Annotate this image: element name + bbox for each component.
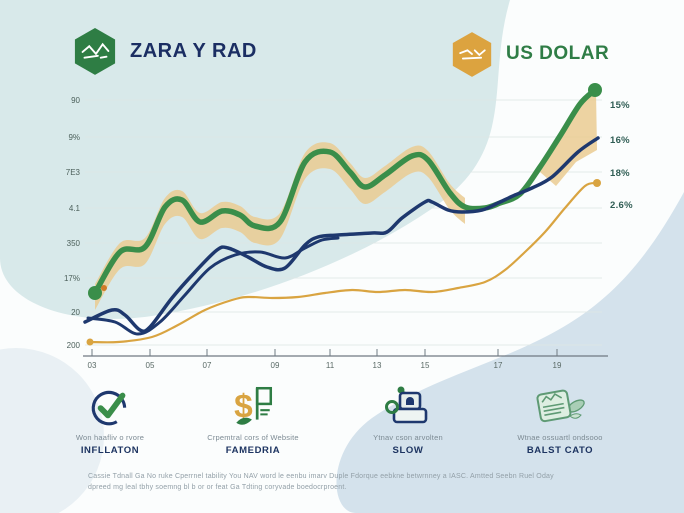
x-axis-label: 03 — [88, 361, 97, 370]
background-blob-bottom-right — [336, 192, 684, 513]
footer-caption: Won haafliv o rvore — [75, 433, 145, 442]
footer-label: SLOW — [392, 445, 424, 456]
x-axis-label: 07 — [203, 361, 212, 370]
x-axis-label: 05 — [146, 361, 155, 370]
series-zar-rand-green-end-dot — [588, 83, 602, 97]
orange-marker-dot — [101, 285, 107, 291]
x-axis-label: 19 — [553, 361, 562, 370]
footer-item-slow: Ytnav cson arvolten SLOW — [328, 383, 488, 456]
series-end-label: 2.6% — [610, 200, 633, 211]
dollar-hexagon-icon — [452, 32, 492, 77]
y-axis-label: 9% — [68, 133, 80, 142]
y-axis-label: 90 — [71, 96, 80, 105]
y-axis-label: 200 — [67, 341, 81, 350]
series-usd-gold-start-dot — [86, 338, 94, 346]
footer-label: BALST CATO — [526, 445, 594, 456]
brand-left-title: ZARA Y RAD — [130, 39, 257, 62]
y-axis-label: 17% — [64, 274, 80, 283]
fine-print-line-1: Cassie Tdnall Ga No ruke Cperrnel tabili… — [88, 473, 554, 480]
series-navy-main — [83, 136, 600, 334]
y-axis-label: 4.1 — [69, 204, 81, 213]
footer-label: INFLLATON — [80, 445, 140, 456]
series-usd-gold-end-dot — [593, 179, 601, 187]
dollar-document-icon: $ — [234, 386, 273, 426]
confidence-band-top-right — [540, 91, 597, 186]
cash-register-icon — [385, 386, 428, 424]
footer-item-inflation: Won haafliv o rvore INFLLATON — [30, 383, 190, 456]
x-axis-label: 17 — [494, 361, 503, 370]
x-axis-label: 15 — [421, 361, 430, 370]
series-zar-rand-green-start-dot — [88, 286, 102, 300]
y-axis-label: 7E3 — [66, 168, 81, 177]
series-usd-gold — [88, 181, 599, 344]
series-end-label: 18% — [610, 168, 630, 179]
rand-hexagon-icon — [74, 28, 116, 75]
series-navy-secondary — [86, 236, 340, 336]
x-axis-label: 11 — [326, 361, 335, 370]
y-axis-label: 350 — [67, 239, 81, 248]
banknote-leaf-icon — [536, 389, 585, 423]
background-blob-top-left — [0, 0, 510, 319]
brand-left: ZARA Y RAD — [73, 27, 257, 75]
brand-right: US DOLAR — [451, 31, 609, 77]
footer-caption: Ytnav cson arvolten — [373, 433, 443, 442]
svg-text:$: $ — [234, 389, 253, 426]
y-axis-label: 20 — [71, 308, 80, 317]
fine-print-line-2: dpreed mg leal tbhy soemng bl b or or fe… — [88, 484, 347, 491]
series-end-label: 16% — [610, 135, 630, 146]
footer-caption: Wtnae ossuartl ondsooo — [517, 433, 603, 442]
footer-item-balst-cato: Wtnae ossuartl ondsooo BALST CATO — [480, 383, 640, 456]
footer-item-famedria: $ Crpemtral cors of Website FAMEDRIA — [173, 383, 333, 456]
x-axis-label: 13 — [373, 361, 382, 370]
check-circle-icon — [91, 390, 127, 426]
series-end-label: 15% — [610, 100, 630, 111]
x-axis-label: 09 — [271, 361, 280, 370]
footer-caption: Crpemtral cors of Website — [207, 433, 299, 442]
background-circle-bottom-left — [0, 348, 104, 513]
brand-right-title: US DOLAR — [506, 43, 610, 64]
fine-print: Cassie Tdnall Ga No ruke Cperrnel tabili… — [88, 471, 593, 493]
footer-label: FAMEDRIA — [225, 445, 281, 456]
